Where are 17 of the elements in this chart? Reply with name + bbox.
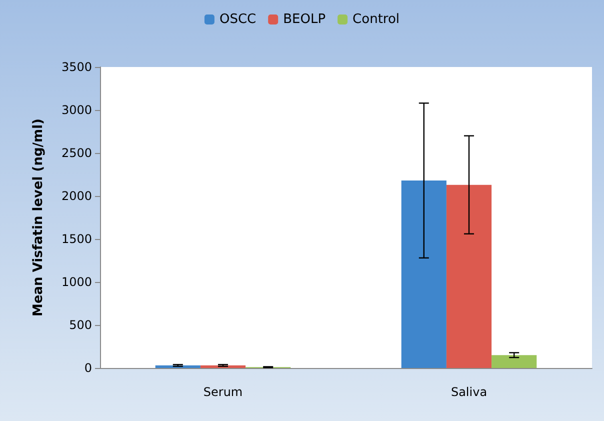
x-tick-label: Serum: [203, 385, 243, 399]
y-tick-label: 3500: [61, 60, 92, 74]
y-tick-label: 1000: [61, 275, 92, 289]
y-tick-label: 3000: [61, 103, 92, 117]
y-tick-label: 2000: [61, 189, 92, 203]
y-tick-label: 2500: [61, 146, 92, 160]
legend-label: OSCC: [219, 12, 256, 27]
y-tick-label: 500: [69, 318, 92, 332]
y-axis-title: Mean Visfatin level (ng/ml): [31, 118, 46, 316]
x-tick-label: Saliva: [450, 385, 488, 399]
y-tick-label: 1500: [61, 232, 92, 246]
y-tick-label: 0: [84, 361, 92, 375]
legend-label: Control: [352, 12, 400, 27]
bar: [446, 184, 492, 368]
bar: [492, 355, 537, 368]
legend-label: BEOLP: [283, 12, 326, 27]
bar: [401, 180, 446, 368]
